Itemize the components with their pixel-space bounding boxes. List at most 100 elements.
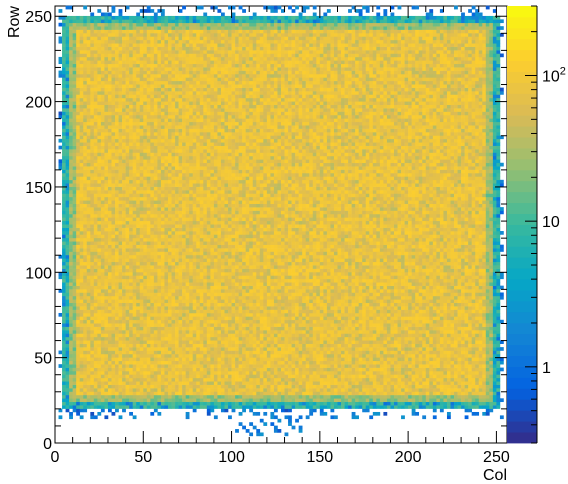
- heatmap-cell: [189, 367, 194, 372]
- heatmap-cell: [93, 251, 98, 256]
- heatmap-cell: [72, 309, 77, 314]
- heatmap-cell: [107, 73, 112, 78]
- heatmap-cell: [139, 289, 144, 293]
- heatmap-cell: [125, 330, 130, 334]
- heatmap-cell: [182, 309, 186, 314]
- heatmap-cell: [146, 371, 151, 375]
- heatmap-cell: [129, 53, 133, 58]
- heatmap-cell: [189, 166, 194, 170]
- heatmap-cell: [93, 203, 98, 208]
- heatmap-cell: [157, 340, 162, 344]
- heatmap-cell: [192, 285, 197, 290]
- heatmap-cell: [132, 347, 137, 351]
- heatmap-cell: [83, 128, 88, 133]
- heatmap-cell: [125, 26, 130, 30]
- heatmap-cell: [62, 285, 66, 290]
- heatmap-cell: [65, 77, 70, 82]
- heatmap-cell: [83, 312, 88, 317]
- heatmap-cell: [153, 84, 158, 88]
- heatmap-cell: [160, 343, 165, 348]
- heatmap-cell: [79, 43, 84, 47]
- heatmap-cell: [171, 70, 176, 75]
- heatmap-cell: [157, 91, 162, 95]
- heatmap-cell: [69, 275, 73, 280]
- heatmap-cell: [107, 330, 112, 334]
- heatmap-cell: [69, 220, 73, 225]
- heatmap-cell: [157, 210, 162, 215]
- heatmap-cell: [143, 357, 148, 362]
- heatmap-cell: [118, 179, 123, 184]
- heatmap-cell: [192, 145, 197, 150]
- heatmap-cell: [157, 312, 162, 317]
- heatmap-cell: [62, 384, 66, 389]
- heatmap-cell: [69, 138, 73, 143]
- heatmap-cell: [199, 350, 204, 355]
- heatmap-cell: [76, 87, 81, 92]
- heatmap-cell: [160, 213, 165, 218]
- heatmap-cell: [100, 121, 105, 126]
- heatmap-cell: [104, 26, 109, 30]
- heatmap-cell: [189, 248, 194, 252]
- heatmap-cell: [203, 237, 208, 242]
- heatmap-cell: [86, 388, 91, 392]
- heatmap-cell: [206, 203, 211, 208]
- heatmap-cell: [65, 405, 70, 409]
- heatmap-cell: [83, 50, 88, 54]
- heatmap-cell: [160, 207, 165, 211]
- heatmap-cell: [157, 138, 162, 143]
- heatmap-cell: [203, 231, 208, 235]
- heatmap-cell: [164, 87, 169, 92]
- heatmap-cell: [100, 149, 105, 153]
- heatmap-cell: [139, 231, 144, 235]
- heatmap-cell: [160, 108, 165, 112]
- heatmap-cell: [62, 203, 66, 208]
- heatmap-cell: [171, 323, 176, 327]
- heatmap-cell: [129, 19, 133, 24]
- heatmap-cell: [153, 278, 158, 283]
- heatmap-cell: [168, 258, 172, 263]
- heatmap-cell: [129, 295, 133, 300]
- heatmap-cell: [157, 169, 162, 174]
- heatmap-cell: [125, 237, 130, 242]
- heatmap-cell: [76, 398, 81, 403]
- heatmap-cell: [62, 179, 66, 184]
- heatmap-cell: [107, 111, 112, 116]
- heatmap-cell: [210, 135, 215, 140]
- heatmap-cell: [210, 244, 215, 249]
- heatmap-cell: [150, 104, 155, 109]
- heatmap-cell: [171, 405, 176, 409]
- heatmap-cell: [175, 227, 179, 232]
- heatmap-cell: [72, 207, 77, 211]
- heatmap-cell: [182, 29, 186, 34]
- heatmap-cell: [136, 217, 141, 222]
- heatmap-cell: [175, 289, 179, 293]
- heatmap-cell: [196, 63, 201, 68]
- heatmap-cell: [175, 111, 179, 116]
- heatmap-cell: [143, 56, 148, 61]
- heatmap-cell: [139, 84, 144, 88]
- heatmap-cell: [76, 357, 81, 362]
- heatmap-cell: [160, 125, 165, 129]
- heatmap-cell: [185, 56, 190, 61]
- heatmap-cell: [143, 398, 148, 403]
- heatmap-cell: [157, 33, 162, 37]
- heatmap-cell: [206, 36, 211, 41]
- heatmap-cell: [104, 176, 109, 181]
- heatmap-cell: [83, 357, 88, 362]
- heatmap-cell: [115, 234, 119, 239]
- heatmap-cell: [171, 268, 176, 273]
- heatmap-cell: [157, 56, 162, 61]
- heatmap-cell: [139, 29, 144, 34]
- heatmap-cell: [69, 50, 73, 54]
- heatmap-cell: [143, 289, 148, 293]
- heatmap-cell: [93, 254, 98, 259]
- heatmap-cell: [115, 278, 119, 283]
- heatmap-cell: [150, 323, 155, 327]
- heatmap-cell: [132, 53, 137, 58]
- heatmap-cell: [189, 33, 194, 37]
- heatmap-cell: [210, 128, 215, 133]
- heatmap-cell: [90, 275, 95, 280]
- heatmap-cell: [143, 176, 148, 181]
- heatmap-cell: [199, 33, 204, 37]
- heatmap-cell: [115, 299, 119, 304]
